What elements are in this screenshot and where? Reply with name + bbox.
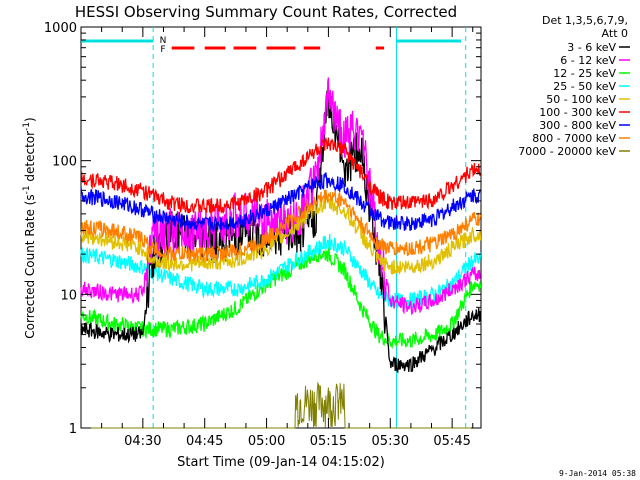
legend-entry-label: 6 - 12 keV bbox=[560, 54, 616, 67]
legend-header-line2: Att 0 bbox=[602, 27, 628, 40]
y-axis-label: Corrected Count Rate (s-1 detector-1) bbox=[22, 117, 37, 338]
y-tick-label: 100 bbox=[52, 155, 77, 170]
y-axis-label-mid: detector bbox=[23, 131, 37, 186]
x-axis: 04:30 04:45 05:00 05:15 05:30 05:45 bbox=[101, 27, 474, 449]
series-line bbox=[80, 245, 482, 350]
legend-entry-label: 50 - 100 keV bbox=[546, 93, 616, 106]
x-tick-label: 04:45 bbox=[186, 434, 223, 449]
flag-letter: F bbox=[160, 45, 165, 55]
y-tick-label: 1000 bbox=[44, 21, 77, 36]
x-tick-label: 05:00 bbox=[248, 434, 285, 449]
attenuator-letter: N bbox=[160, 36, 167, 46]
x-axis-label: Start Time (09-Jan-14 04:15:02) bbox=[177, 455, 385, 470]
y-tick-label: 1 bbox=[69, 422, 77, 437]
timestamp: 9-Jan-2014 05:38 bbox=[559, 469, 636, 478]
chart-title: HESSI Observing Summary Count Rates, Cor… bbox=[75, 3, 457, 21]
series-line bbox=[81, 381, 481, 429]
legend-entry-label: 800 - 7000 keV bbox=[532, 132, 616, 145]
legend-entry-label: 25 - 50 keV bbox=[553, 80, 616, 93]
legend-entry-label: 100 - 300 keV bbox=[539, 106, 616, 119]
legend-entry-label: 300 - 800 keV bbox=[539, 119, 616, 132]
legend-entry-label: 12 - 25 keV bbox=[553, 67, 616, 80]
x-tick-label: 04:30 bbox=[124, 434, 161, 449]
series-line bbox=[80, 195, 482, 275]
legend-entry-label: 3 - 6 keV bbox=[567, 41, 616, 54]
series-group bbox=[80, 77, 482, 429]
legend-entry-label: 7000 - 20000 keV bbox=[518, 145, 616, 158]
series-line bbox=[80, 90, 482, 374]
x-tick-label: 05:45 bbox=[433, 434, 470, 449]
series-line bbox=[80, 77, 482, 316]
series-line bbox=[80, 136, 481, 215]
legend-header-line1: Det 1,3,5,6,7,9, bbox=[542, 14, 628, 27]
series-line bbox=[80, 172, 481, 232]
y-axis-label-post: ) bbox=[23, 117, 37, 122]
y-axis-label-sup1: -1 bbox=[22, 185, 32, 194]
series-line bbox=[80, 189, 482, 263]
y-tick-label: 10 bbox=[60, 288, 77, 303]
x-tick-label: 05:30 bbox=[372, 434, 409, 449]
y-axis-label-pre: Corrected Count Rate (s bbox=[23, 194, 37, 338]
x-tick-label: 05:15 bbox=[310, 434, 347, 449]
y-axis: 1 10 100 1000 bbox=[44, 21, 481, 437]
y-axis-label-sup2: -1 bbox=[22, 122, 32, 131]
